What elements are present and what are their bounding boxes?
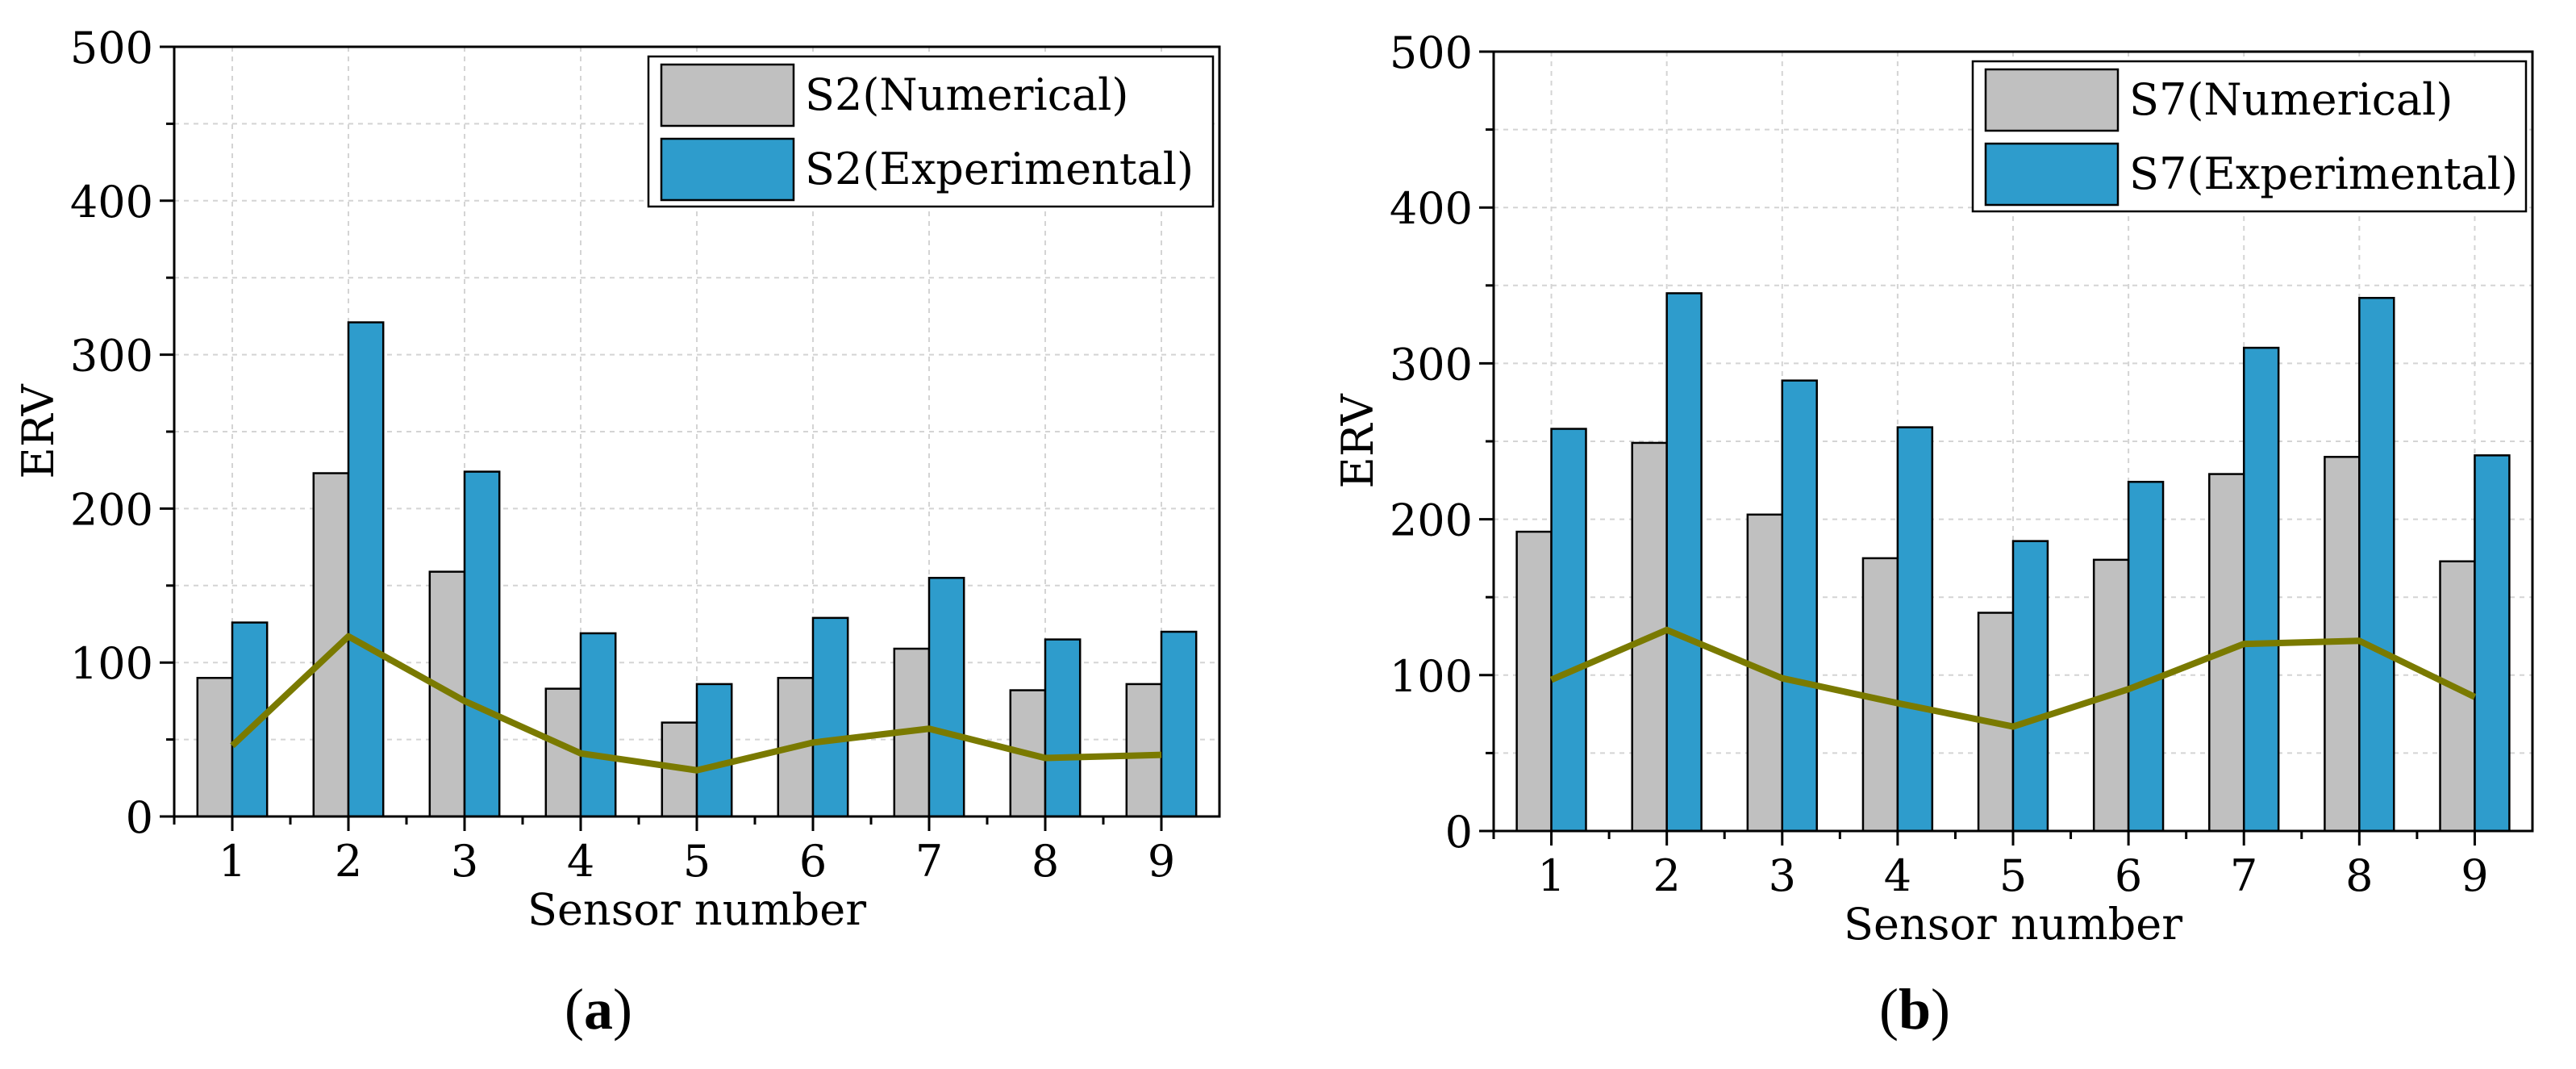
bar-numerical-1 <box>196 677 234 818</box>
x-tick-label-1: 1 <box>1537 850 1565 901</box>
legend-label-experimental: S7(Experimental) <box>2129 148 2518 199</box>
panel-label-b: (b) <box>1879 977 1951 1042</box>
x-tick-label-4: 4 <box>567 836 594 887</box>
y-tick-label-300: 300 <box>1390 339 1473 390</box>
legend-swatch-numerical <box>660 63 795 127</box>
y-axis-label: ERV <box>13 383 64 478</box>
chart-panel-a: 0 100 200 300 400 500 1 2 3 4 5 6 7 8 9 Sensor number ER… <box>13 23 1221 935</box>
x-tick-label-1: 1 <box>219 836 246 887</box>
y-tick-label-200: 200 <box>70 484 153 535</box>
x-tick-label-5: 5 <box>683 836 711 887</box>
x-tick-label-9: 9 <box>2461 850 2488 901</box>
x-tick-label-8: 8 <box>2345 850 2373 901</box>
x-tick-label-2: 2 <box>1653 850 1680 901</box>
x-tick-label-5: 5 <box>1999 850 2027 901</box>
panel-label-a: (a) <box>565 977 632 1042</box>
y-axis-label: ERV <box>1332 393 1383 488</box>
legend-label-numerical: S2(Numerical) <box>805 69 1128 120</box>
bar-experimental-9 <box>2474 454 2511 833</box>
legend-swatch-experimental <box>660 137 795 202</box>
x-tick-label-2: 2 <box>335 836 362 887</box>
x-tick-label-6: 6 <box>799 836 827 887</box>
x-tick-label-8: 8 <box>1032 836 1059 887</box>
bar-experimental-3 <box>1781 379 1818 833</box>
x-tick-label-4: 4 <box>1884 850 1911 901</box>
bar-experimental-4 <box>579 632 617 818</box>
y-tick-label-500: 500 <box>1390 27 1473 78</box>
x-tick-label-7: 7 <box>2230 850 2257 901</box>
bar-experimental-8 <box>2358 297 2395 833</box>
x-tick-label-3: 3 <box>451 836 478 887</box>
y-tick-label-400: 400 <box>70 177 153 228</box>
bar-experimental-1 <box>1550 428 1587 833</box>
y-tick-label-0: 0 <box>126 792 153 843</box>
x-tick-label-6: 6 <box>2115 850 2142 901</box>
bar-experimental-5 <box>2011 540 2049 833</box>
bar-numerical-9 <box>1125 683 1163 818</box>
x-tick-label-3: 3 <box>1769 850 1796 901</box>
bar-experimental-5 <box>695 683 733 818</box>
bar-experimental-6 <box>2127 480 2165 833</box>
y-tick-label-100: 100 <box>1390 651 1473 702</box>
y-tick-label-400: 400 <box>1390 183 1473 234</box>
x-tick-label-7: 7 <box>915 836 943 887</box>
bar-experimental-3 <box>463 470 501 818</box>
legend-label-numerical: S7(Numerical) <box>2129 74 2453 125</box>
chart-panel-b: 0 100 200 300 400 500 1 2 3 4 5 6 7 8 9 Sensor number ER… <box>1332 27 2534 950</box>
bar-experimental-2 <box>1665 292 1703 833</box>
x-tick-label-9: 9 <box>1148 836 1175 887</box>
bar-experimental-2 <box>347 321 385 818</box>
x-axis-label: Sensor number <box>527 884 866 935</box>
y-tick-label-100: 100 <box>70 638 153 689</box>
trend-line <box>1549 626 2477 730</box>
y-tick-label-500: 500 <box>70 23 153 73</box>
y-tick-label-0: 0 <box>1445 807 1473 858</box>
bar-experimental-7 <box>2242 346 2280 833</box>
y-tick-label-200: 200 <box>1390 495 1473 546</box>
y-tick-label-300: 300 <box>70 331 153 382</box>
bar-numerical-1 <box>1515 530 1553 833</box>
legend-swatch-experimental <box>1984 142 2120 207</box>
bar-experimental-8 <box>1044 638 1082 818</box>
x-axis-label: Sensor number <box>1844 899 2182 950</box>
bar-experimental-6 <box>811 616 849 818</box>
bar-experimental-9 <box>1160 630 1198 818</box>
legend-swatch-numerical <box>1984 68 2120 132</box>
trend-line <box>230 633 1162 774</box>
bar-experimental-7 <box>927 577 965 818</box>
legend-label-experimental: S2(Experimental) <box>805 144 1194 194</box>
bar-experimental-4 <box>1896 426 1934 833</box>
